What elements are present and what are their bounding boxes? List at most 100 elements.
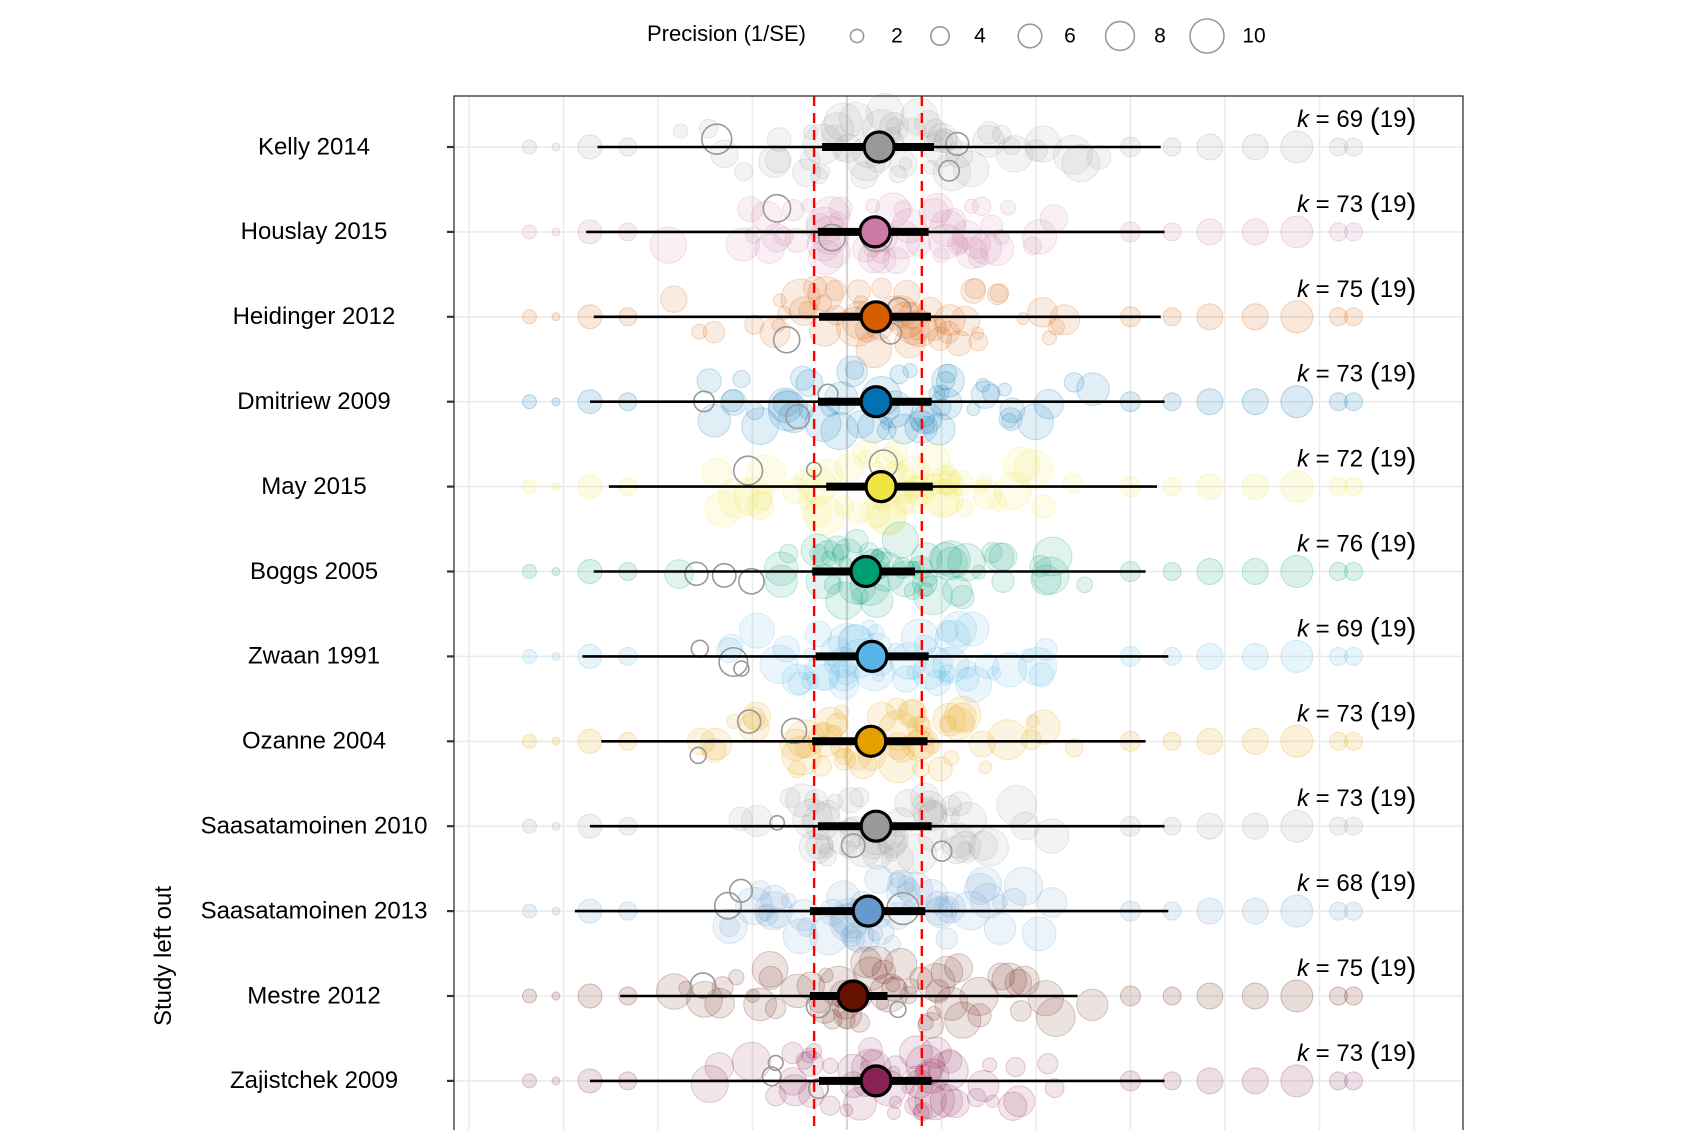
effect-size-point bbox=[897, 871, 934, 908]
effect-size-point bbox=[701, 738, 727, 763]
effect-size-point bbox=[787, 760, 807, 779]
y-tick-label: Ozanne 2004 bbox=[242, 728, 386, 755]
effect-size-point bbox=[852, 439, 881, 469]
effect-size-point bbox=[1196, 473, 1224, 501]
effect-size-point bbox=[991, 569, 1015, 593]
effect-size-point bbox=[1328, 392, 1348, 412]
effect-size-point bbox=[660, 285, 688, 313]
effect-size-point bbox=[1005, 1057, 1026, 1078]
effect-size-point bbox=[991, 962, 1027, 999]
effect-size-point bbox=[935, 371, 956, 391]
left-out-study-point bbox=[733, 660, 750, 677]
effect-size-point bbox=[833, 704, 849, 720]
effect-size-point bbox=[828, 660, 860, 692]
effect-size-point bbox=[735, 886, 774, 926]
effect-size-point bbox=[719, 916, 740, 938]
effect-size-point bbox=[888, 413, 919, 445]
effect-size-point bbox=[995, 135, 1034, 173]
effect-size-point bbox=[1016, 403, 1054, 441]
effect-size-point bbox=[1120, 985, 1141, 1007]
effect-size-point bbox=[849, 787, 870, 808]
effect-size-point bbox=[992, 124, 1012, 145]
effect-size-point bbox=[928, 542, 963, 576]
effect-size-point bbox=[1003, 866, 1044, 906]
effect-size-point bbox=[1003, 1085, 1036, 1118]
effect-size-point bbox=[798, 664, 814, 680]
effect-size-point bbox=[1027, 296, 1058, 328]
effect-size-point bbox=[1047, 318, 1066, 336]
effect-size-point bbox=[903, 978, 920, 995]
effect-size-point bbox=[1328, 986, 1348, 1006]
effect-size-point bbox=[1196, 1067, 1224, 1095]
effect-size-point bbox=[1041, 330, 1057, 346]
left-out-study-point bbox=[762, 193, 792, 223]
effect-size-point bbox=[858, 945, 894, 980]
effect-size-point bbox=[787, 671, 812, 696]
effect-size-point bbox=[1328, 731, 1348, 751]
effect-size-point bbox=[699, 727, 732, 761]
effect-size-point bbox=[939, 715, 957, 733]
y-tick-label: Saasatamoinen 2010 bbox=[201, 813, 428, 840]
effect-size-point bbox=[1344, 392, 1364, 412]
effect-size-point bbox=[829, 669, 860, 700]
effect-size-point bbox=[718, 633, 744, 659]
effect-size-point bbox=[1328, 307, 1348, 327]
legend-key-label: 4 bbox=[974, 25, 986, 48]
effect-size-point bbox=[967, 830, 998, 861]
effect-size-point bbox=[1000, 199, 1017, 216]
effect-size-point bbox=[765, 1085, 787, 1107]
effect-size-point bbox=[940, 794, 962, 817]
effect-size-point bbox=[909, 782, 940, 813]
effect-size-point bbox=[521, 988, 537, 1004]
k-label: k = 73 (19) bbox=[1297, 1037, 1416, 1070]
effect-size-point bbox=[1344, 1071, 1364, 1091]
effect-size-point bbox=[551, 142, 561, 152]
effect-size-point bbox=[1280, 809, 1314, 843]
effect-size-point bbox=[833, 747, 857, 771]
effect-size-point bbox=[1344, 222, 1364, 242]
effect-size-point bbox=[1024, 125, 1062, 163]
effect-size-point bbox=[577, 983, 603, 1009]
effect-size-point bbox=[956, 841, 976, 861]
pooled-estimate-point bbox=[855, 639, 889, 674]
effect-size-point bbox=[686, 980, 723, 1018]
effect-size-point bbox=[780, 973, 815, 1009]
effect-size-point bbox=[782, 477, 810, 505]
effect-size-point bbox=[825, 712, 849, 736]
effect-size-point bbox=[970, 326, 985, 340]
legend-key-label: 6 bbox=[1064, 25, 1076, 48]
effect-size-point bbox=[972, 480, 1003, 510]
effect-size-point bbox=[947, 702, 977, 732]
effect-size-point bbox=[865, 198, 881, 214]
effect-size-point bbox=[950, 801, 987, 838]
effect-size-point bbox=[1196, 218, 1224, 246]
effect-size-point bbox=[1025, 709, 1061, 745]
effect-size-point bbox=[981, 541, 1003, 564]
effect-size-point bbox=[551, 1076, 561, 1086]
legend-key-circle bbox=[1017, 23, 1043, 49]
pooled-estimate-point bbox=[864, 470, 898, 504]
effect-size-point bbox=[1328, 137, 1348, 157]
effect-size-point bbox=[927, 756, 953, 782]
left-out-study-point bbox=[733, 455, 764, 486]
effect-size-point bbox=[1328, 477, 1348, 497]
effect-size-point bbox=[1013, 449, 1054, 490]
k-label: k = 76 (19) bbox=[1297, 527, 1416, 560]
effect-size-point bbox=[1063, 372, 1085, 393]
effect-size-point bbox=[913, 575, 954, 616]
effect-size-point bbox=[925, 979, 951, 1004]
effect-size-point bbox=[859, 583, 894, 618]
effect-size-point bbox=[1039, 204, 1069, 233]
effect-size-point bbox=[888, 165, 908, 184]
effect-size-point bbox=[881, 842, 915, 876]
effect-size-point bbox=[696, 368, 722, 394]
effect-size-point bbox=[971, 196, 992, 216]
effect-size-point bbox=[1196, 897, 1224, 925]
y-axis-label: Study left out bbox=[150, 886, 177, 1026]
effect-size-point bbox=[850, 946, 882, 979]
effect-size-point bbox=[887, 869, 916, 898]
y-tick-label: Houslay 2015 bbox=[241, 218, 388, 245]
effect-size-point bbox=[1280, 894, 1314, 928]
effect-size-point bbox=[788, 296, 819, 326]
legend-key-label: 10 bbox=[1242, 25, 1265, 48]
